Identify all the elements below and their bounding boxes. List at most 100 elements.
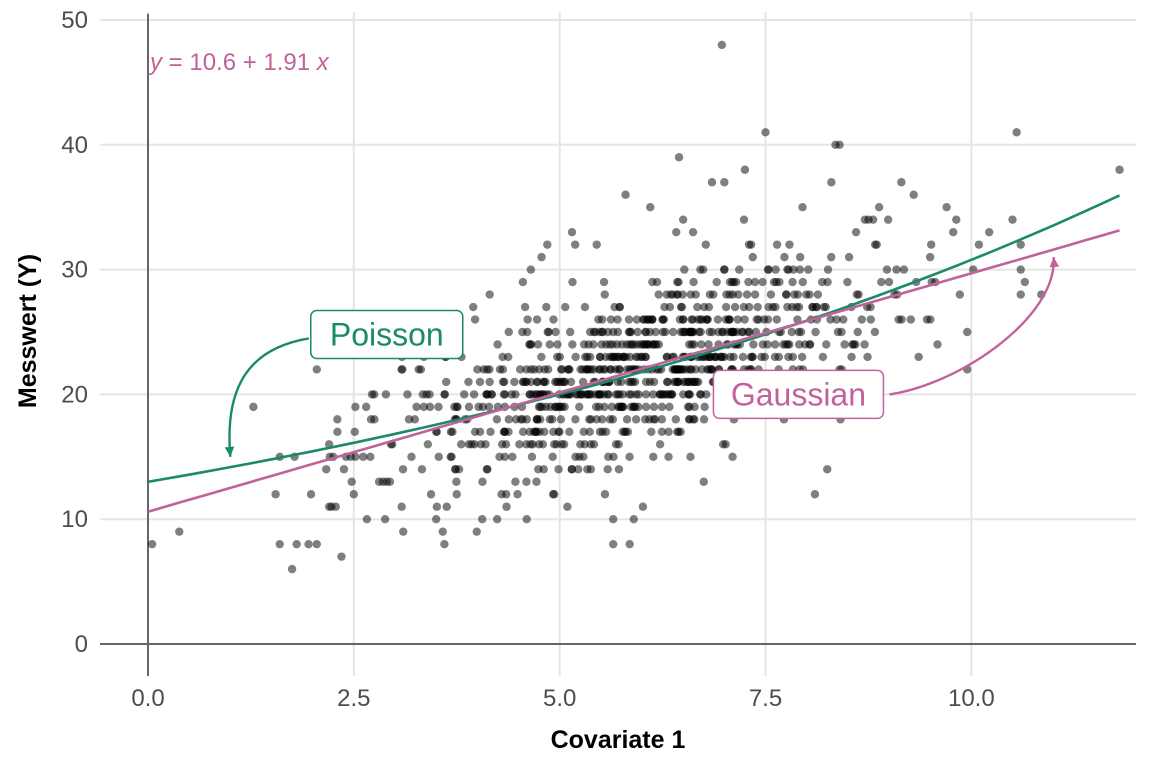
- data-point: [668, 327, 678, 337]
- data-point: [852, 290, 862, 299]
- data-point: [527, 452, 537, 461]
- data-point: [625, 539, 634, 549]
- data-point: [702, 390, 711, 399]
- data-point: [823, 465, 832, 474]
- regression-equation: y = 10.6 + 1.91 x: [148, 49, 330, 76]
- data-point: [567, 227, 577, 237]
- data-point: [827, 178, 836, 187]
- data-point: [403, 390, 412, 399]
- data-point: [750, 277, 760, 287]
- data-point: [649, 452, 658, 461]
- data-point: [511, 415, 521, 424]
- data-point: [333, 427, 342, 437]
- data-point: [688, 415, 698, 424]
- data-point: [542, 302, 551, 312]
- data-point: [1012, 128, 1021, 137]
- data-point: [870, 327, 880, 337]
- data-point: [603, 465, 612, 474]
- data-point: [614, 465, 624, 474]
- data-point: [554, 465, 563, 474]
- data-point: [475, 427, 485, 437]
- data-point: [827, 252, 836, 262]
- data-point: [703, 315, 712, 324]
- data-point: [632, 315, 642, 324]
- data-point: [823, 277, 832, 287]
- data-point: [553, 402, 563, 412]
- data-point: [426, 490, 436, 499]
- data-point: [685, 327, 695, 337]
- data-point: [795, 265, 805, 274]
- x-axis-title: Covariate 1: [551, 726, 686, 754]
- data-point: [452, 402, 461, 412]
- data-point: [634, 390, 643, 399]
- data-point: [657, 427, 667, 437]
- data-point: [675, 315, 685, 324]
- data-point: [475, 377, 485, 387]
- data-point: [704, 302, 714, 312]
- data-point: [660, 302, 669, 312]
- data-point: [826, 315, 835, 324]
- data-point: [1016, 290, 1025, 299]
- data-point: [772, 315, 781, 324]
- data-point: [668, 365, 678, 374]
- data-point: [513, 490, 522, 499]
- data-point: [697, 365, 707, 374]
- data-point: [883, 215, 893, 224]
- data-point: [872, 240, 881, 249]
- data-point: [425, 402, 435, 412]
- data-point: [520, 302, 530, 312]
- data-point: [712, 277, 721, 287]
- data-point: [770, 340, 780, 349]
- data-point: [942, 203, 951, 212]
- data-point: [604, 390, 613, 399]
- data-point: [624, 315, 634, 324]
- data-point: [758, 277, 767, 287]
- data-point: [525, 427, 534, 437]
- data-point: [366, 415, 376, 424]
- data-point: [542, 402, 551, 412]
- data-point: [735, 265, 744, 274]
- data-point: [594, 315, 603, 324]
- data-point: [476, 440, 486, 449]
- data-point: [548, 452, 557, 461]
- data-point: [648, 390, 658, 399]
- data-point: [657, 402, 667, 412]
- data-point: [675, 365, 685, 374]
- data-point: [306, 490, 316, 499]
- data-point: [522, 415, 532, 424]
- data-point: [543, 365, 553, 374]
- data-point: [775, 277, 784, 287]
- data-point: [380, 515, 390, 524]
- data-point: [478, 477, 487, 486]
- data-point: [718, 440, 728, 449]
- data-point: [587, 365, 596, 374]
- data-point: [626, 402, 636, 412]
- data-point: [952, 215, 961, 224]
- data-point: [511, 390, 520, 399]
- data-point: [579, 427, 588, 437]
- data-point: [553, 352, 562, 362]
- data-point: [500, 452, 510, 461]
- data-point: [504, 327, 513, 337]
- data-point: [616, 402, 626, 412]
- data-point: [613, 315, 622, 324]
- data-point: [407, 452, 416, 461]
- data-point: [469, 302, 478, 312]
- data-point: [618, 390, 627, 399]
- data-point: [763, 265, 773, 274]
- data-point: [609, 452, 618, 461]
- data-point: [728, 452, 737, 461]
- data-point: [595, 365, 604, 374]
- data-point: [860, 215, 870, 224]
- data-point: [452, 477, 461, 486]
- data-point: [565, 427, 574, 437]
- data-point: [525, 340, 534, 349]
- data-point: [448, 427, 457, 437]
- data-point: [640, 415, 650, 424]
- data-point: [585, 415, 594, 424]
- data-point: [591, 327, 600, 337]
- data-point: [691, 365, 700, 374]
- data-point: [576, 440, 585, 449]
- data-point: [974, 240, 984, 249]
- data-point: [705, 352, 715, 362]
